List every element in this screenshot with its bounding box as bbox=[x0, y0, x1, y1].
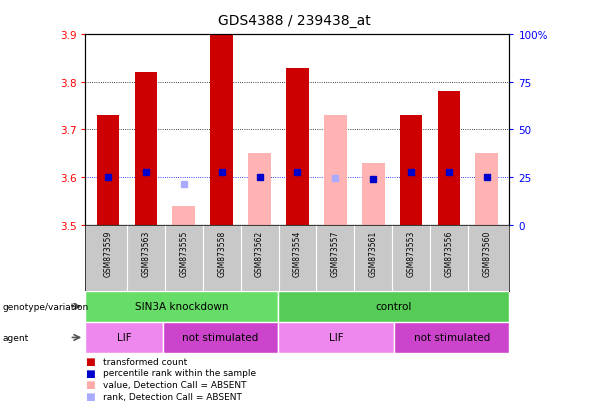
Text: GSM873553: GSM873553 bbox=[406, 230, 415, 277]
Text: ■: ■ bbox=[85, 391, 95, 401]
Text: GSM873555: GSM873555 bbox=[180, 230, 188, 277]
Text: value, Detection Call = ABSENT: value, Detection Call = ABSENT bbox=[103, 380, 247, 389]
Text: SIN3A knockdown: SIN3A knockdown bbox=[135, 301, 229, 312]
Text: GSM873561: GSM873561 bbox=[369, 230, 378, 277]
Text: GSM873562: GSM873562 bbox=[255, 230, 264, 277]
Bar bbox=[278, 322, 394, 353]
Text: transformed count: transformed count bbox=[103, 357, 187, 366]
Bar bbox=[135, 73, 157, 225]
Text: agent: agent bbox=[3, 333, 29, 342]
Text: GSM873560: GSM873560 bbox=[482, 230, 491, 277]
Bar bbox=[173, 206, 195, 225]
Text: ■: ■ bbox=[85, 368, 95, 378]
Text: ■: ■ bbox=[85, 356, 95, 366]
Text: genotype/variation: genotype/variation bbox=[3, 302, 89, 311]
Text: GSM873559: GSM873559 bbox=[104, 230, 112, 277]
Bar bbox=[85, 322, 163, 353]
Text: GSM873554: GSM873554 bbox=[293, 230, 302, 277]
Text: GSM873558: GSM873558 bbox=[217, 230, 226, 277]
Bar bbox=[85, 291, 278, 322]
Bar bbox=[163, 322, 278, 353]
Text: GSM873563: GSM873563 bbox=[141, 230, 150, 277]
Bar bbox=[362, 164, 385, 225]
Text: GSM873556: GSM873556 bbox=[445, 230, 454, 277]
Text: GDS4388 / 239438_at: GDS4388 / 239438_at bbox=[218, 14, 371, 28]
Bar bbox=[475, 154, 498, 225]
Bar bbox=[210, 35, 233, 225]
Bar bbox=[394, 322, 509, 353]
Text: ■: ■ bbox=[85, 380, 95, 389]
Text: percentile rank within the sample: percentile rank within the sample bbox=[103, 368, 256, 377]
Text: not stimulated: not stimulated bbox=[182, 332, 259, 343]
Bar bbox=[248, 154, 271, 225]
Text: control: control bbox=[376, 301, 412, 312]
Bar bbox=[400, 116, 422, 225]
Text: LIF: LIF bbox=[117, 332, 131, 343]
Text: rank, Detection Call = ABSENT: rank, Detection Call = ABSENT bbox=[103, 392, 242, 401]
Bar bbox=[278, 291, 509, 322]
Text: GSM873557: GSM873557 bbox=[331, 230, 340, 277]
Bar bbox=[438, 92, 460, 225]
Text: not stimulated: not stimulated bbox=[413, 332, 490, 343]
Bar bbox=[324, 116, 347, 225]
Bar bbox=[286, 68, 309, 225]
Text: LIF: LIF bbox=[329, 332, 343, 343]
Bar bbox=[97, 116, 120, 225]
